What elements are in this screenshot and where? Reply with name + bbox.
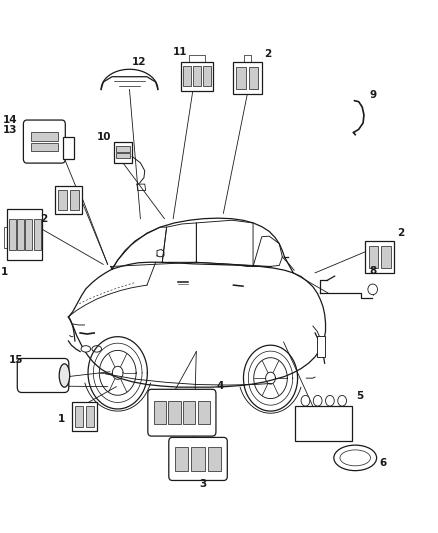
Circle shape <box>325 395 334 406</box>
FancyBboxPatch shape <box>169 438 227 480</box>
Text: 6: 6 <box>379 458 386 468</box>
Bar <box>233 62 261 94</box>
Bar <box>381 246 391 268</box>
Bar <box>191 447 205 471</box>
Bar <box>317 336 325 357</box>
Bar <box>58 190 67 209</box>
Bar <box>9 220 16 250</box>
Bar <box>63 138 74 159</box>
Bar <box>72 402 97 431</box>
Bar <box>295 406 352 441</box>
Ellipse shape <box>368 284 378 295</box>
Text: 4: 4 <box>217 381 224 391</box>
Bar <box>31 132 58 141</box>
Bar <box>193 66 201 86</box>
Circle shape <box>301 395 310 406</box>
Text: 8: 8 <box>370 266 377 276</box>
Bar <box>198 401 210 424</box>
Bar <box>237 67 246 89</box>
Circle shape <box>338 395 346 406</box>
Text: 1: 1 <box>57 414 65 424</box>
Bar <box>17 220 24 250</box>
Bar <box>86 406 95 426</box>
Bar <box>116 153 130 158</box>
Bar <box>55 186 82 214</box>
Text: 14: 14 <box>3 115 18 125</box>
Ellipse shape <box>340 450 371 466</box>
FancyBboxPatch shape <box>148 389 216 436</box>
Text: 5: 5 <box>357 391 364 401</box>
Text: 10: 10 <box>97 132 111 142</box>
Bar <box>183 66 191 86</box>
Ellipse shape <box>92 346 102 352</box>
Text: 11: 11 <box>173 47 187 57</box>
Bar <box>249 67 258 89</box>
Text: 1: 1 <box>1 267 8 277</box>
Bar <box>34 220 41 250</box>
Bar <box>7 209 42 260</box>
Bar <box>369 246 378 268</box>
Bar <box>365 241 394 273</box>
Bar <box>203 66 211 86</box>
Ellipse shape <box>59 364 70 387</box>
Text: 3: 3 <box>199 480 206 489</box>
Bar <box>74 406 83 426</box>
Ellipse shape <box>81 346 91 352</box>
Text: 2: 2 <box>397 228 404 238</box>
Bar <box>181 62 213 91</box>
Bar <box>70 190 79 209</box>
Bar <box>31 143 58 151</box>
FancyBboxPatch shape <box>23 120 65 163</box>
Ellipse shape <box>334 445 377 471</box>
Text: 2: 2 <box>40 214 47 224</box>
Bar <box>114 142 132 163</box>
FancyBboxPatch shape <box>17 359 69 392</box>
Text: 12: 12 <box>132 57 146 67</box>
Bar <box>116 147 130 151</box>
Bar <box>25 220 32 250</box>
Bar <box>175 447 188 471</box>
Bar <box>208 447 221 471</box>
Text: 13: 13 <box>3 125 18 135</box>
Bar <box>154 401 166 424</box>
Bar <box>183 401 195 424</box>
Bar <box>169 401 180 424</box>
Text: 2: 2 <box>264 49 271 59</box>
Text: 9: 9 <box>370 90 377 100</box>
Circle shape <box>313 395 322 406</box>
Text: 15: 15 <box>9 354 23 365</box>
